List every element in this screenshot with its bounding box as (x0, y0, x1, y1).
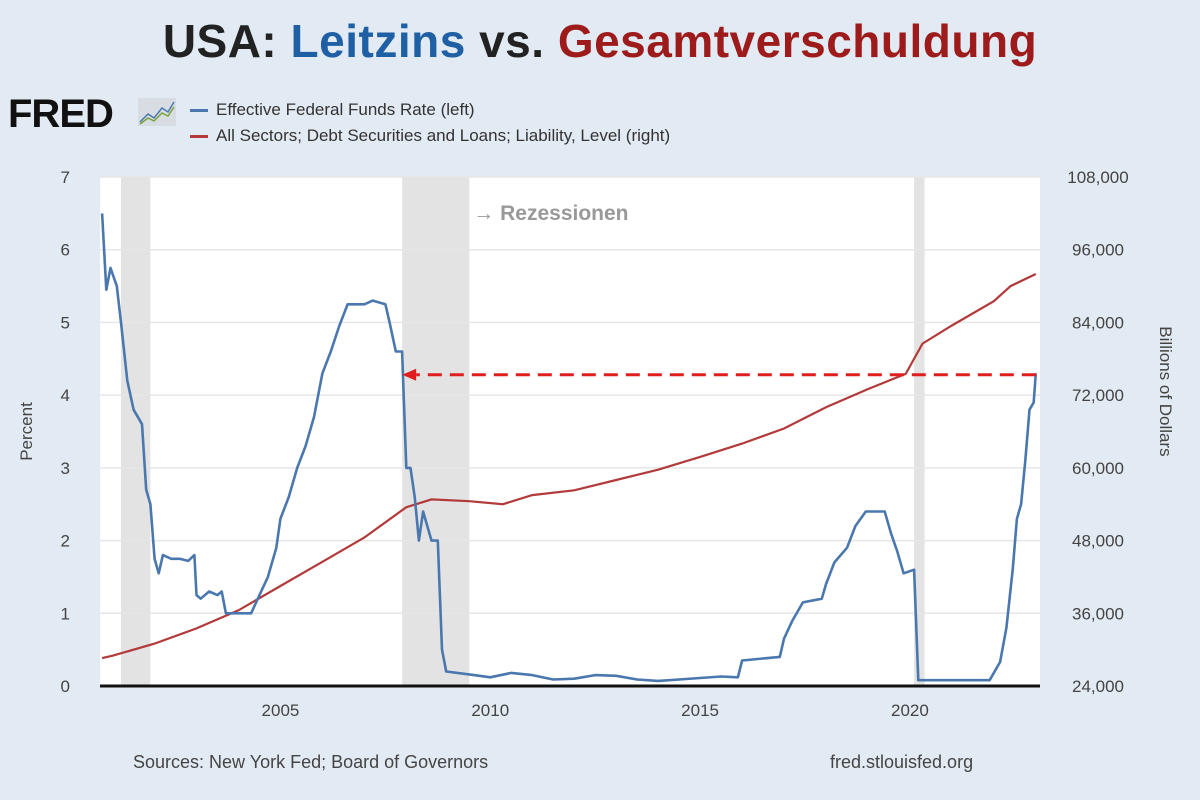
source-url: fred.stlouisfed.org (830, 752, 974, 772)
y-right-tick-label: 36,000 (1072, 604, 1124, 623)
series-line-debt (101, 273, 1037, 660)
y-right-tick-label: 24,000 (1072, 677, 1124, 696)
title-part: vs. (465, 15, 558, 67)
y-left-tick-label: 7 (61, 168, 70, 187)
sources-text: Sources: New York Fed; Board of Governor… (133, 752, 489, 772)
fred-logo-chart-icon (138, 98, 176, 126)
chart-title: USA: Leitzins vs. Gesamtverschuldung (0, 14, 1200, 68)
y-left-tick-label: 3 (61, 459, 70, 478)
title-leitzins: Leitzins (290, 15, 466, 67)
title-gesamtverschuldung: Gesamtverschuldung (557, 15, 1038, 67)
recession-band (402, 177, 470, 686)
y-left-axis-label: Percent (17, 402, 36, 461)
y-right-tick-label: 84,000 (1072, 313, 1124, 332)
legend-label: All Sectors; Debt Securities and Loans; … (216, 126, 671, 145)
title-part: USA: (162, 15, 291, 67)
x-tick-label: 2005 (262, 701, 300, 720)
y-right-tick-label: 60,000 (1072, 459, 1124, 478)
x-tick-label: 2015 (681, 701, 719, 720)
y-left-tick-label: 4 (61, 386, 70, 405)
y-right-tick-label: 96,000 (1072, 241, 1124, 260)
y-right-tick-label: 48,000 (1072, 532, 1124, 551)
x-tick-label: 2020 (891, 701, 929, 720)
legend-swatch (190, 135, 208, 139)
y-left-tick-label: 6 (61, 241, 70, 260)
arrow-head-icon (402, 368, 417, 381)
series-line-fed-funds (100, 213, 1038, 683)
y-left-tick-label: 2 (61, 532, 70, 551)
y-left-tick-label: 5 (61, 313, 70, 332)
legend-item-debt: All Sectors; Debt Securities and Loans; … (190, 126, 670, 146)
fred-logo: FRED (8, 92, 114, 136)
legend-item-fed-funds: Effective Federal Funds Rate (left) (190, 100, 475, 120)
recession-annotation: → Rezessionen (473, 202, 628, 225)
y-right-tick-label: 108,000 (1067, 168, 1128, 187)
recession-band (120, 177, 151, 686)
y-right-axis-label: Billions of Dollars (1156, 326, 1175, 456)
y-left-tick-label: 1 (61, 604, 70, 623)
x-tick-label: 2010 (471, 701, 509, 720)
y-left-tick-label: 0 (61, 677, 70, 696)
legend-swatch (190, 109, 208, 113)
legend-label: Effective Federal Funds Rate (left) (216, 100, 475, 119)
recession-band (914, 177, 925, 686)
y-right-tick-label: 72,000 (1072, 386, 1124, 405)
